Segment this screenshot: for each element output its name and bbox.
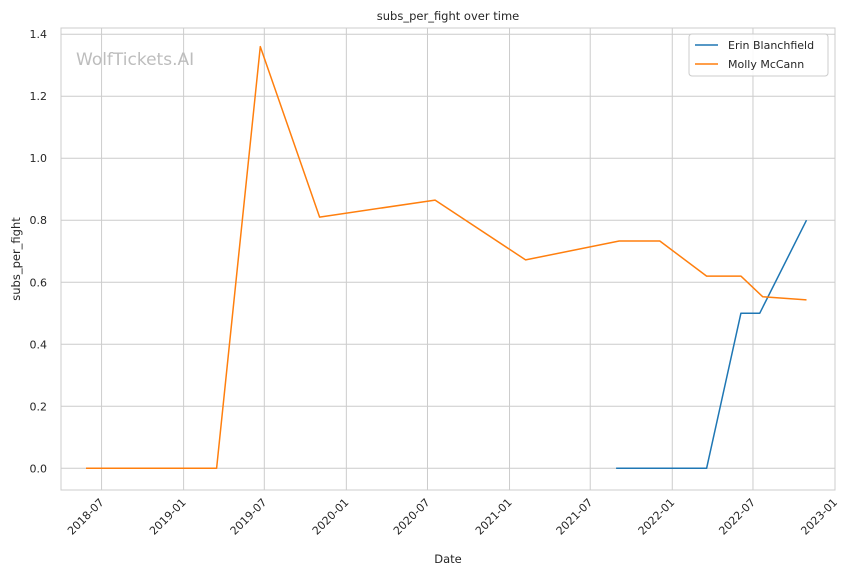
y-tick-label: 1.2 (30, 90, 48, 103)
x-tick-label: 2021-07 (554, 496, 596, 538)
x-tick-label: 2023-01 (798, 496, 840, 538)
x-tick-label: 2020-07 (391, 496, 433, 538)
x-axis-label: Date (434, 552, 462, 566)
plot-background (61, 28, 835, 490)
watermark: WolfTickets.AI (76, 50, 194, 70)
y-tick-label: 1.0 (30, 152, 48, 165)
plot-frame (60, 27, 836, 491)
legend-label: Erin Blanchfield (728, 39, 814, 52)
chart-title: subs_per_fight over time (377, 9, 519, 23)
series-lines (86, 45, 808, 470)
y-tick-label: 0.4 (30, 338, 48, 351)
x-axis: 2018-07 2019-01 2019-07 2020-01 2020-07 2021-… (65, 496, 840, 538)
series-line-molly-mccann (86, 45, 807, 470)
y-tick-label: 0.6 (30, 276, 48, 289)
y-tick-label: 0.8 (30, 214, 48, 227)
y-axis-label: subs_per_fight (9, 217, 23, 301)
y-tick-label: 0.0 (30, 462, 48, 475)
x-tick-label: 2019-07 (228, 496, 270, 538)
x-tick-label: 2018-07 (65, 496, 107, 538)
y-axis: 0.0 0.2 0.4 0.6 0.8 1.0 1.2 1.4 (30, 28, 48, 475)
legend: Erin Blanchfield Molly McCann (688, 33, 829, 77)
x-tick-label: 2022-01 (636, 496, 678, 538)
x-tick-label: 2021-01 (473, 496, 515, 538)
x-tick-label: 2022-07 (716, 496, 758, 538)
legend-label: Molly McCann (728, 58, 804, 71)
y-tick-label: 0.2 (30, 400, 48, 413)
x-tick-label: 2020-01 (310, 496, 352, 538)
y-tick-label: 1.4 (30, 28, 48, 41)
x-tick-label: 2019-01 (147, 496, 189, 538)
legend-box (688, 33, 829, 77)
